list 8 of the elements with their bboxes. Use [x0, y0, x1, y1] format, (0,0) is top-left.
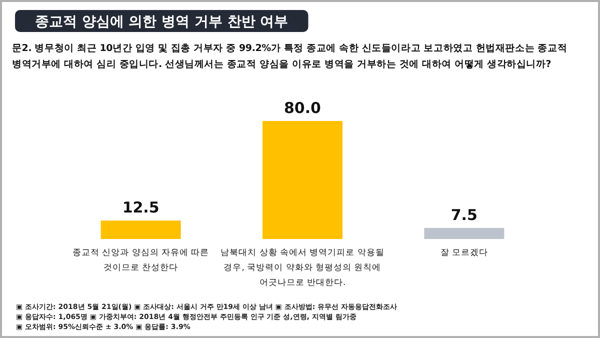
x-tick-label: 종교적 신앙과 양심의 자유에 따른 것이므로 찬성한다: [72, 248, 210, 273]
x-tick-label: 잘 모르겠다: [440, 248, 488, 258]
chart-title: 종교적 양심에 의한 병역 거부 찬반 여부: [35, 14, 288, 30]
x-tick-label: 남북대치 상황 속에서 병역기피로 악용될 경우, 국방력이 약화와 형평성의 원칙에 어긋나므로 반대한다.: [220, 248, 384, 288]
chart-subtitle: 문2. 병무청이 최근 10년간 입영 및 집총 거부자 중 99.2%가 특정 종교에 속한 신도들이라고 보고하였고 헌법재판소는 종교적 병역거부에 대하여 심리 중입니다. 선생님께서는 종교적 양심을 이유로 병역을 거부하는 것에 대하여 어떻게 생각하십니까?: [12, 43, 568, 70]
data-label: 7.5: [450, 206, 478, 224]
data-label: 80.0: [284, 99, 322, 117]
data-label: 12.5: [122, 198, 160, 217]
